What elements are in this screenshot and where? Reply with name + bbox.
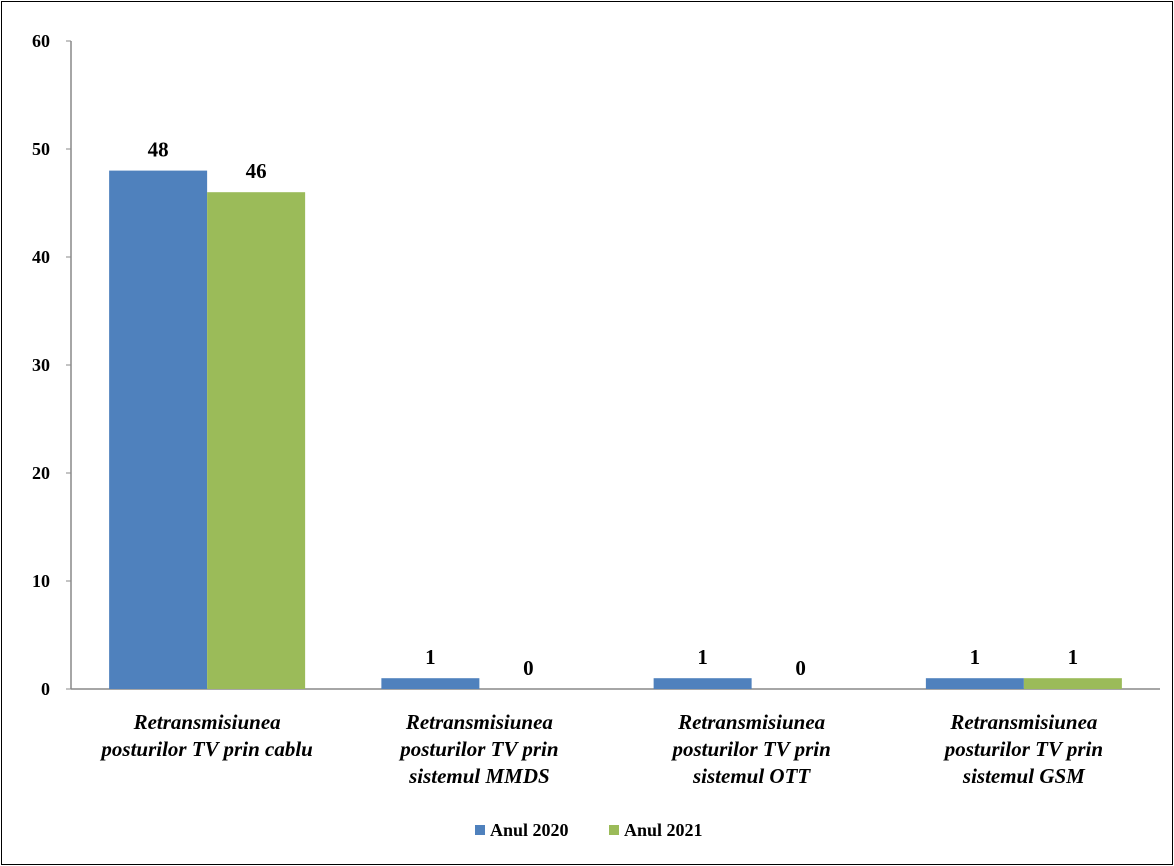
y-tick-label: 50 <box>32 139 50 159</box>
bar <box>653 678 752 689</box>
data-label: 0 <box>523 656 534 680</box>
data-label: 1 <box>425 645 436 669</box>
y-tick-label: 10 <box>32 571 50 591</box>
bar <box>381 678 480 689</box>
y-tick-label: 40 <box>32 247 50 267</box>
data-labels: 48 46 1 0 1 0 1 1 <box>148 138 1079 680</box>
y-tick-label: 0 <box>41 679 50 699</box>
category-labels: Retransmisiunea posturilor TV prin cablu R… <box>99 710 1103 788</box>
y-tick-label: 30 <box>32 355 50 375</box>
category-label: Retransmisiunea <box>949 710 1097 734</box>
category-label: sistemul GSM <box>962 764 1086 788</box>
category-label: posturilor TV prin <box>398 737 558 761</box>
category-label: Retransmisiunea <box>133 710 281 734</box>
data-label: 1 <box>697 645 708 669</box>
legend-label: Anul 2021 <box>624 820 703 840</box>
data-label: 48 <box>148 138 169 162</box>
bar <box>925 678 1024 689</box>
legend-swatch <box>609 825 619 835</box>
legend: Anul 2020 Anul 2021 <box>475 820 703 840</box>
y-tick-label: 20 <box>32 463 50 483</box>
data-label: 46 <box>246 159 267 183</box>
legend-label: Anul 2020 <box>490 820 569 840</box>
y-tick-label: 60 <box>32 31 50 51</box>
bar <box>207 192 306 689</box>
category-label: Retransmisiunea <box>677 710 825 734</box>
category-label: posturilor TV prin cablu <box>99 737 312 761</box>
category-label: Retransmisiunea <box>405 710 553 734</box>
legend-swatch <box>475 825 485 835</box>
data-label: 1 <box>970 645 981 669</box>
data-label: 0 <box>795 656 806 680</box>
category-label: sistemul MMDS <box>408 764 550 788</box>
category-label: posturilor TV prin <box>670 737 830 761</box>
bar <box>1023 678 1122 689</box>
bars <box>109 170 1122 690</box>
category-label: sistemul OTT <box>692 764 811 788</box>
category-label: posturilor TV prin <box>943 737 1103 761</box>
data-label: 1 <box>1068 645 1079 669</box>
bar <box>109 170 208 690</box>
